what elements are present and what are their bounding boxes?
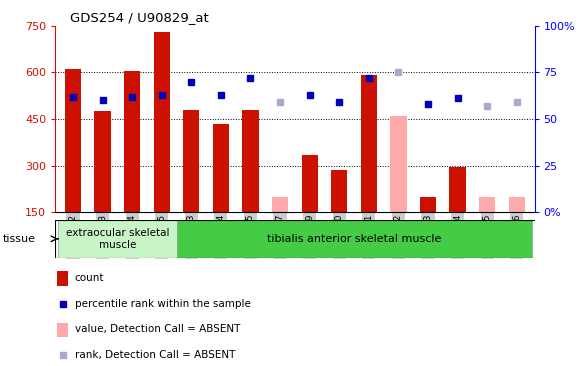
Bar [450, 167, 466, 212]
Text: tibialis anterior skeletal muscle: tibialis anterior skeletal muscle [267, 234, 441, 244]
Bar [361, 75, 377, 212]
Bar [302, 155, 318, 212]
Bar [331, 170, 347, 212]
Bar [57, 322, 68, 337]
FancyBboxPatch shape [177, 220, 532, 258]
Bar [57, 271, 68, 286]
Text: tissue: tissue [3, 234, 36, 244]
FancyBboxPatch shape [58, 220, 177, 258]
Bar [183, 110, 199, 212]
Bar [420, 197, 436, 212]
Text: count: count [74, 273, 104, 283]
Bar [65, 69, 81, 212]
Bar [94, 111, 110, 212]
Text: rank, Detection Call = ABSENT: rank, Detection Call = ABSENT [74, 350, 235, 360]
Text: percentile rank within the sample: percentile rank within the sample [74, 299, 250, 309]
Text: GDS254 / U90829_at: GDS254 / U90829_at [70, 11, 209, 25]
Bar [479, 197, 496, 212]
Bar [213, 124, 229, 212]
Bar [508, 197, 525, 212]
Bar [272, 197, 288, 212]
Bar [124, 71, 140, 212]
Text: value, Detection Call = ABSENT: value, Detection Call = ABSENT [74, 324, 240, 335]
Bar [390, 116, 407, 212]
Bar [242, 110, 259, 212]
Text: extraocular skeletal
muscle: extraocular skeletal muscle [66, 228, 169, 250]
Bar [153, 32, 170, 212]
